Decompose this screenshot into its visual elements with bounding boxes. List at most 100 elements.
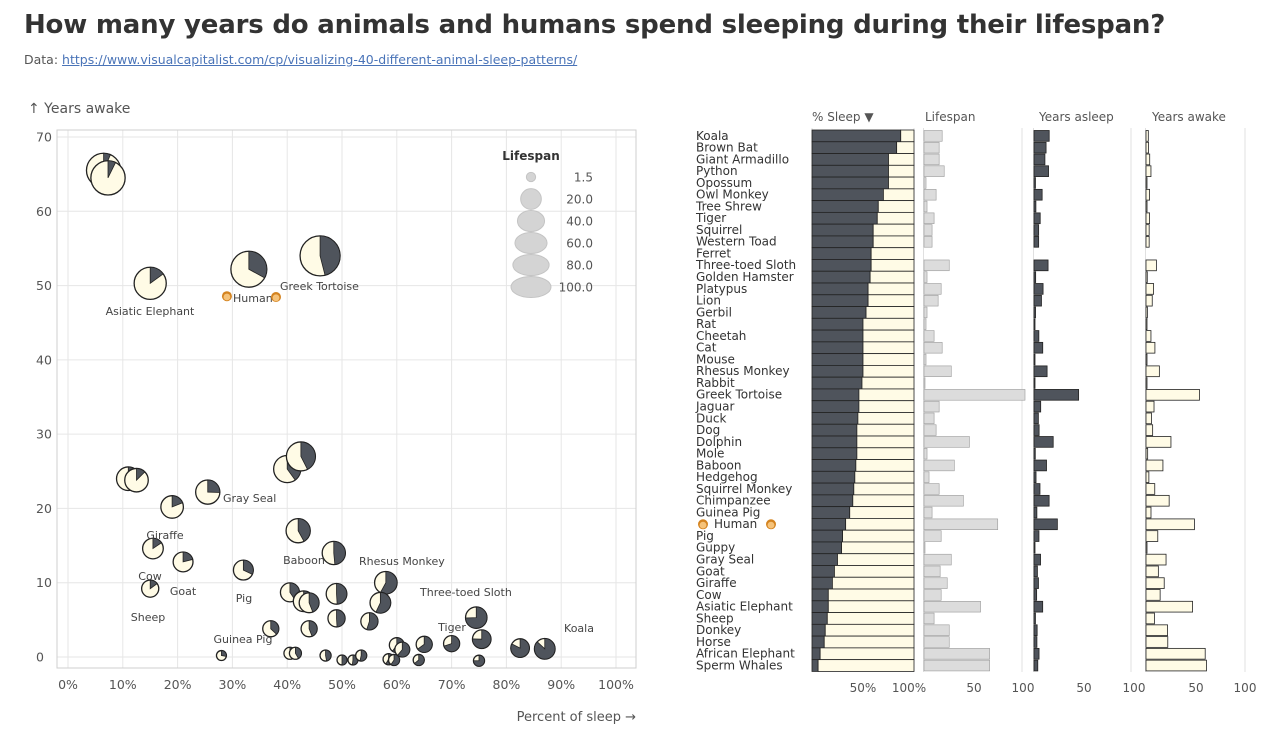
sleep-pct-bar bbox=[811, 435, 858, 449]
lifespan-bar bbox=[923, 659, 990, 672]
sleep-pct-bar bbox=[811, 635, 825, 649]
row-label: Guppy bbox=[696, 541, 735, 555]
years-awake-bar bbox=[1145, 212, 1150, 225]
awake-pct-bar bbox=[824, 623, 915, 637]
sleep-pct-bar bbox=[811, 447, 858, 460]
lifespan-bar bbox=[923, 377, 926, 389]
years-asleep-bar bbox=[1033, 636, 1038, 648]
x-tick-label: 90% bbox=[547, 677, 575, 692]
person-face bbox=[272, 294, 280, 302]
point-label: Human bbox=[233, 292, 273, 305]
column-header: Lifespan bbox=[925, 110, 975, 124]
legend-size-label: 40.0 bbox=[566, 215, 593, 229]
years-awake-bar bbox=[1145, 153, 1151, 166]
years-asleep-bar bbox=[1033, 200, 1037, 213]
years-awake-bar bbox=[1145, 224, 1150, 236]
row-label: Giraffe bbox=[696, 576, 737, 590]
sleep-pct-bar bbox=[811, 247, 872, 260]
awake-pct-bar bbox=[845, 518, 915, 531]
pie-marker bbox=[319, 649, 332, 662]
pie-sleep-slice bbox=[534, 638, 556, 660]
years-awake-bar bbox=[1145, 200, 1148, 213]
years-awake-bar bbox=[1145, 483, 1156, 495]
sleep-pct-bar bbox=[811, 459, 857, 472]
awake-pct-bar bbox=[888, 153, 915, 166]
row-label: Mole bbox=[696, 447, 724, 461]
sleep-pct-bar bbox=[811, 518, 847, 531]
awake-pct-bar bbox=[856, 447, 915, 460]
column-header: % Sleep ▼ bbox=[812, 110, 874, 124]
sleep-pct-bar bbox=[811, 364, 864, 378]
x-axis-title: Percent of sleep → bbox=[517, 710, 636, 725]
lifespan-bar bbox=[923, 612, 935, 625]
lifespan-bar bbox=[923, 236, 933, 248]
row-label: Western Toad bbox=[696, 235, 777, 249]
lifespan-bar bbox=[923, 530, 942, 542]
pie-sleep-slice bbox=[242, 559, 254, 575]
row-label: Squirrel Monkey bbox=[696, 482, 792, 496]
point-label: Guinea Pig bbox=[214, 633, 273, 646]
pie-marker bbox=[510, 638, 531, 659]
sleep-pct-bar bbox=[811, 341, 864, 355]
y-tick-label: 30 bbox=[36, 427, 52, 442]
lifespan-bar bbox=[923, 471, 930, 483]
lifespan-bar bbox=[923, 542, 926, 554]
years-awake-bar bbox=[1145, 518, 1195, 531]
sleep-pct-bar bbox=[811, 176, 889, 190]
pie-markers bbox=[85, 152, 556, 667]
person-face bbox=[699, 521, 707, 529]
awake-pct-bar bbox=[854, 470, 915, 484]
pie-marker bbox=[140, 579, 160, 598]
years-asleep-bar bbox=[1033, 389, 1080, 401]
awake-pct-bar bbox=[882, 188, 915, 202]
lifespan-bar bbox=[923, 365, 952, 377]
years-awake-bar bbox=[1145, 412, 1152, 425]
sleep-pct-bar bbox=[811, 529, 844, 543]
pie-marker bbox=[285, 441, 317, 472]
years-awake-bar bbox=[1145, 589, 1161, 601]
lifespan-tick-label: 100 bbox=[1012, 681, 1035, 695]
x-tick-label: 20% bbox=[164, 677, 192, 692]
pie-marker bbox=[298, 592, 320, 614]
years-asleep-bar bbox=[1033, 553, 1041, 566]
years-awake-bar bbox=[1145, 130, 1149, 142]
pie-marker bbox=[327, 609, 346, 628]
pie-marker bbox=[471, 629, 492, 650]
sleep-pct-bar bbox=[811, 553, 838, 566]
years-asleep-bar bbox=[1033, 165, 1049, 177]
row-label: Baboon bbox=[696, 458, 742, 472]
row-label: Platypus bbox=[696, 282, 747, 296]
years-awake-bar bbox=[1145, 177, 1148, 189]
pie-marker bbox=[262, 620, 280, 638]
awake-tick-label: 100 bbox=[1234, 681, 1257, 695]
sleep-pct-bar bbox=[811, 376, 863, 390]
row-label: Rhesus Monkey bbox=[696, 364, 790, 378]
years-awake-bar bbox=[1145, 506, 1152, 519]
awake-pct-bar bbox=[817, 659, 915, 672]
years-awake-bar bbox=[1145, 294, 1153, 307]
years-awake-bar bbox=[1145, 424, 1154, 436]
years-asleep-bar bbox=[1033, 542, 1036, 554]
source-prefix: Data: bbox=[24, 52, 63, 67]
pie-sleep-slice bbox=[270, 620, 280, 635]
pie-marker bbox=[195, 479, 221, 505]
x-tick-label: 70% bbox=[438, 677, 466, 692]
pie-sleep-slice bbox=[443, 635, 460, 653]
sleep-pct-bar bbox=[811, 612, 828, 625]
sleep-pct-bar bbox=[811, 306, 867, 319]
asleep-tick-label: 100 bbox=[1123, 681, 1146, 695]
source-link[interactable]: https://www.visualcapitalist.com/cp/visu… bbox=[62, 52, 578, 67]
years-asleep-bar bbox=[1033, 447, 1036, 460]
sleep-pct-bar bbox=[811, 400, 860, 413]
bar-panel: % Sleep ▼ Lifespan Years asleep Years awake… bbox=[695, 110, 1257, 695]
awake-pct-bar bbox=[876, 211, 915, 225]
lifespan-bar bbox=[923, 636, 950, 648]
human-row-icon bbox=[766, 519, 776, 530]
years-asleep-bar bbox=[1033, 424, 1040, 436]
y-tick-label: 40 bbox=[36, 352, 52, 367]
pie-marker bbox=[415, 635, 433, 654]
lifespan-bar bbox=[923, 271, 928, 283]
pie-sleep-slice bbox=[336, 583, 348, 605]
pie-sleep-slice bbox=[207, 479, 221, 493]
